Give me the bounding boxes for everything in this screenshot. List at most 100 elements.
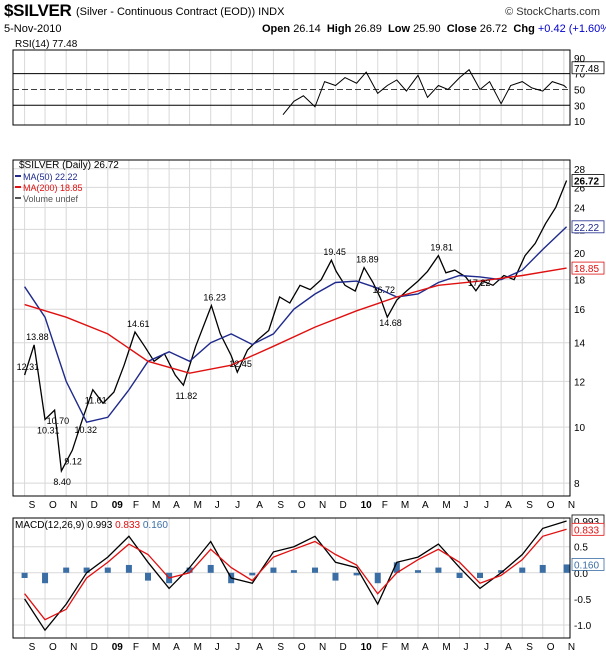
macd-xtick-label: M	[152, 642, 160, 653]
symbol-title: $SILVER	[4, 1, 72, 20]
macd-xtick-label: D	[339, 642, 346, 653]
macd-xtick-label: A	[422, 642, 429, 653]
price-xtick-label: M	[401, 500, 409, 511]
rsi-tick-label: 30	[574, 101, 586, 112]
chg-label: Chg	[513, 23, 535, 35]
price-xtick-label: A	[256, 500, 263, 511]
ma200-line	[24, 267, 567, 374]
macd-histogram-bar	[249, 572, 256, 576]
price-annotation: 16.72	[372, 285, 395, 295]
price-xtick-label: 09	[112, 500, 124, 511]
macd-histogram-bar	[414, 570, 421, 573]
price-xtick-label: O	[49, 500, 57, 511]
macd-tick-label: -1.0	[574, 621, 592, 632]
macd-xtick-label: N	[70, 642, 77, 653]
rsi-tick-label: 70	[574, 70, 586, 81]
macd-last-value: 0.993	[574, 517, 599, 528]
price-last-value-box	[571, 174, 605, 187]
price-xtick-label: N	[70, 500, 77, 511]
macd-last-value: 0.833	[574, 525, 599, 536]
price-tick-label: 16	[574, 305, 586, 316]
macd-last-value-box	[571, 522, 605, 536]
macd-histogram-bar	[125, 564, 132, 573]
price-xtick-label: J	[464, 500, 469, 511]
price-tick-label: 8	[574, 479, 580, 490]
price-last-value: 26.72	[574, 177, 599, 188]
macd-xtick-label: S	[277, 642, 284, 653]
price-tick-label: 26	[574, 183, 586, 194]
price-last-value: 18.85	[574, 264, 599, 275]
macd-xtick-label: J	[215, 642, 220, 653]
price-annotation: 14.68	[379, 318, 402, 328]
open-value: 26.14	[293, 23, 321, 35]
macd-frame	[12, 517, 571, 639]
price-tick-label: 18	[574, 276, 586, 287]
price-xtick-label: O	[298, 500, 306, 511]
exchange-label: INDX	[258, 6, 285, 18]
macd-xtick-label: S	[29, 642, 36, 653]
price-annotation: 13.88	[26, 332, 49, 342]
macd-xtick-label: M	[401, 642, 409, 653]
high-value: 26.89	[354, 23, 382, 35]
macd-last-value: 0.160	[574, 560, 599, 571]
brand-logo[interactable]: © StockCharts.com	[505, 6, 600, 18]
rsi-tick-label: 50	[574, 85, 586, 96]
macd-xtick-label: O	[49, 642, 57, 653]
macd-tick-label: 0.5	[574, 543, 588, 554]
price-legend-item: Volume undef	[23, 194, 79, 204]
macd-histogram-bar	[498, 570, 505, 573]
macd-signal-line	[24, 528, 567, 621]
chart-date: 5-Nov-2010	[4, 23, 62, 35]
price-annotation: 10.32	[75, 425, 98, 435]
price-annotation: 19.45	[323, 247, 346, 257]
macd-last-value-box	[571, 558, 605, 571]
price-last-value: 22.22	[574, 223, 599, 234]
macd-legend-value: 0.833	[115, 520, 143, 531]
macd-xtick-label: M	[442, 642, 450, 653]
macd-xtick-label: A	[173, 642, 180, 653]
price-last-value-box	[571, 261, 605, 275]
macd-histogram-bar	[270, 567, 277, 573]
price-xtick-label: S	[277, 500, 284, 511]
rsi-last-value-box	[571, 61, 605, 75]
macd-line	[24, 520, 567, 632]
macd-histogram-bar	[104, 567, 111, 573]
close-label: Close	[446, 23, 477, 35]
macd-histogram-bar	[312, 567, 319, 573]
macd-histogram-bar	[374, 572, 381, 584]
price-xtick-label: J	[484, 500, 489, 511]
price-frame	[12, 159, 571, 497]
price-annotation: 14.61	[127, 319, 150, 329]
macd-xtick-label: A	[256, 642, 263, 653]
price-annotation: 16.23	[203, 293, 226, 303]
price-tick-label: 12	[574, 377, 586, 388]
ma50-line	[24, 226, 568, 424]
price-title: $SILVER (Daily) 26.72	[19, 160, 119, 171]
macd-histogram-bar	[393, 562, 400, 573]
rsi-tick-label: 10	[574, 117, 586, 128]
price-xtick-label: A	[505, 500, 512, 511]
macd-xtick-label: A	[505, 642, 512, 653]
price-annotation: 12.45	[229, 359, 252, 369]
macd-histogram-bar	[477, 572, 484, 578]
macd-histogram-bar	[63, 567, 70, 573]
macd-histogram-bar	[435, 567, 442, 573]
price-tick-label: 14	[574, 339, 586, 350]
macd-histogram-bar	[186, 567, 193, 573]
macd-histogram-bar	[83, 567, 90, 573]
rsi-frame	[12, 49, 571, 126]
price-annotation: 8.40	[53, 477, 71, 487]
high-label: High	[326, 23, 352, 35]
symbol-description-text: (Silver - Continuous Contract (EOD))	[76, 6, 256, 18]
macd-xtick-label: N	[319, 642, 326, 653]
price-xtick-label: A	[173, 500, 180, 511]
price-xtick-label: F	[133, 500, 139, 511]
price-last-value-box	[571, 220, 605, 234]
price-xtick-label: N	[568, 500, 575, 511]
price-annotation: 11.61	[85, 396, 107, 406]
rsi-title: RSI(14) 77.48	[15, 39, 78, 50]
price-tick-label: 20	[574, 249, 586, 260]
price-legend-item: MA(50) 22.22	[23, 172, 78, 182]
price-annotation: 10.70	[47, 416, 70, 426]
